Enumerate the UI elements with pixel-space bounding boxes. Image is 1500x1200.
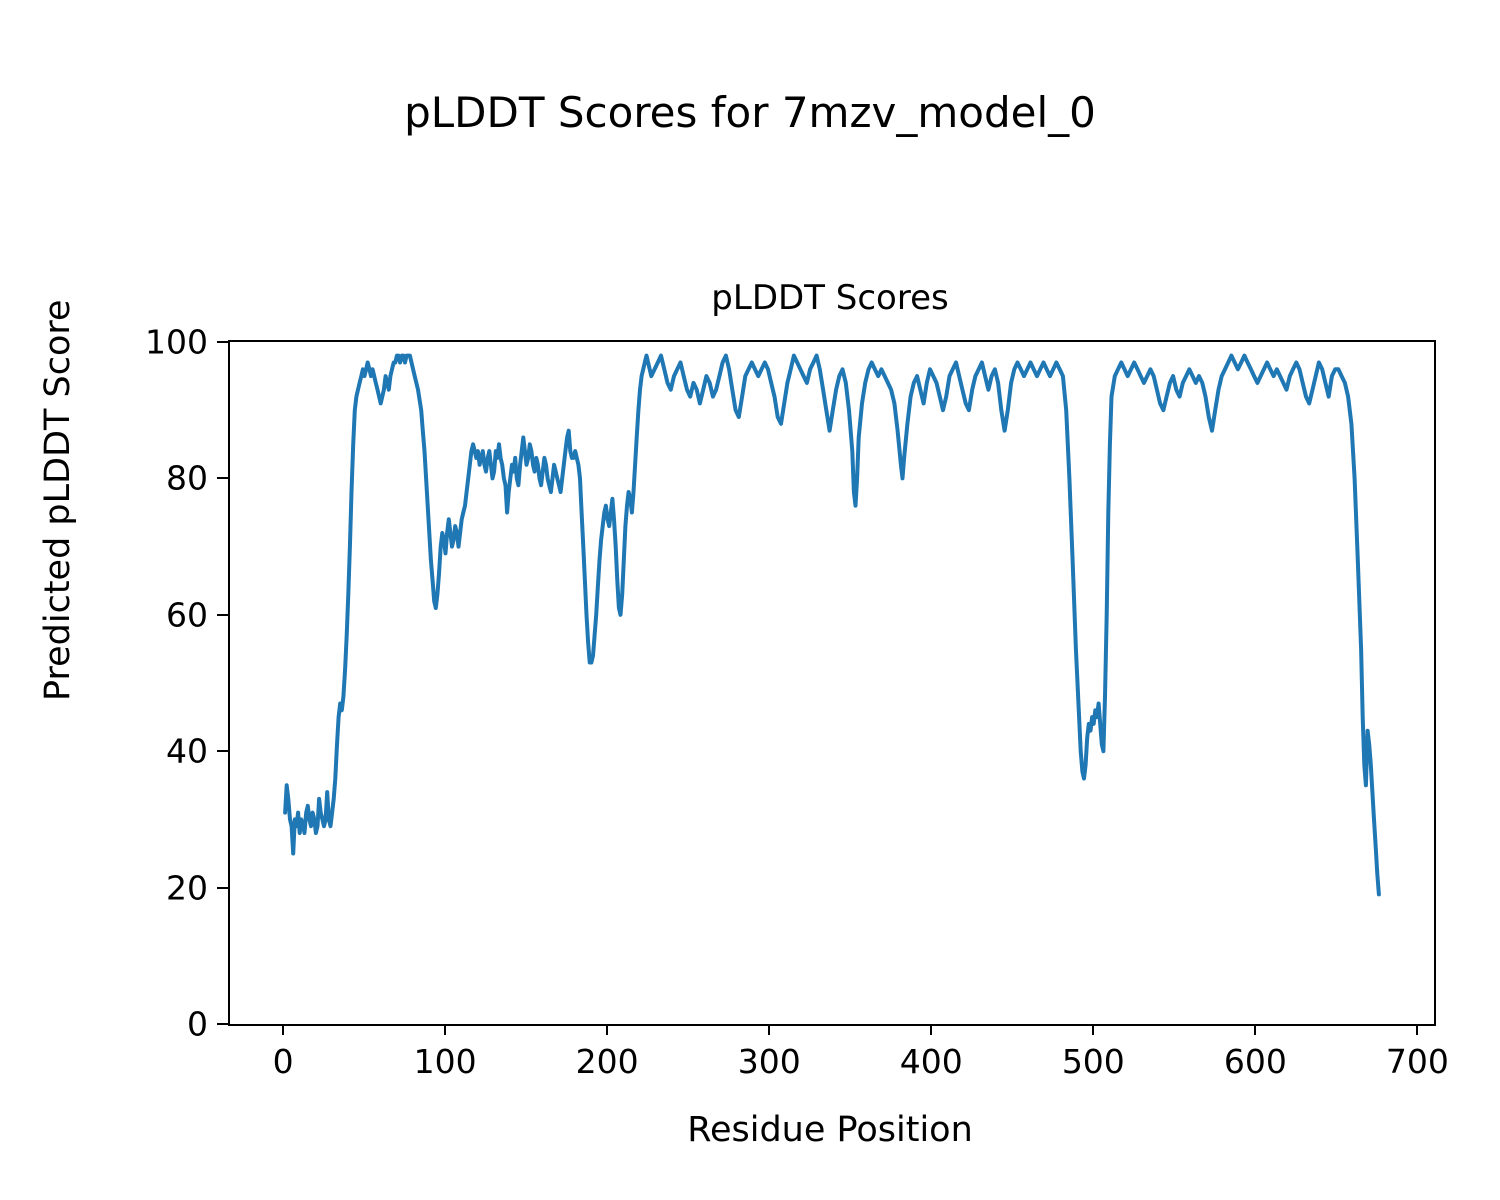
y-tick-label: 60 <box>166 595 208 635</box>
y-tick-label: 100 <box>145 322 208 362</box>
y-axis-label: Predicted pLDDT Score <box>38 299 78 701</box>
x-tick-label: 600 <box>1223 1042 1287 1081</box>
axes-title: pLDDT Scores <box>711 278 949 318</box>
x-tick-mark <box>1092 1024 1095 1035</box>
x-tick-label: 400 <box>899 1042 963 1081</box>
x-tick-mark <box>1254 1024 1257 1035</box>
y-tick-label: 80 <box>166 458 208 498</box>
y-tick-mark <box>217 477 228 480</box>
y-tick-mark <box>217 613 228 616</box>
x-tick-mark <box>444 1024 447 1035</box>
x-axis-label: Residue Position <box>687 1110 973 1150</box>
y-tick-label: 20 <box>166 868 208 908</box>
plddt-line-series <box>283 353 1381 897</box>
x-tick-label: 300 <box>737 1042 801 1081</box>
figure-suptitle: pLDDT Scores for 7mzv_model_0 <box>404 88 1096 137</box>
x-tick-label: 100 <box>413 1042 477 1081</box>
x-tick-label: 200 <box>575 1042 639 1081</box>
y-tick-mark <box>217 1023 228 1025</box>
plddt-line-chart <box>283 353 1381 897</box>
x-tick-label: 0 <box>272 1042 294 1081</box>
x-tick-mark <box>1416 1024 1419 1035</box>
x-tick-mark <box>768 1024 771 1035</box>
x-tick-mark <box>606 1024 609 1035</box>
x-tick-label: 700 <box>1385 1042 1449 1081</box>
y-tick-mark <box>217 886 228 889</box>
x-tick-mark <box>930 1024 933 1035</box>
y-tick-label: 0 <box>187 1004 208 1044</box>
y-tick-mark <box>217 341 228 343</box>
x-tick-mark <box>282 1024 285 1035</box>
y-tick-mark <box>217 750 228 753</box>
plot-area <box>228 340 1436 1026</box>
y-tick-label: 40 <box>166 731 208 771</box>
x-tick-label: 500 <box>1061 1042 1125 1081</box>
